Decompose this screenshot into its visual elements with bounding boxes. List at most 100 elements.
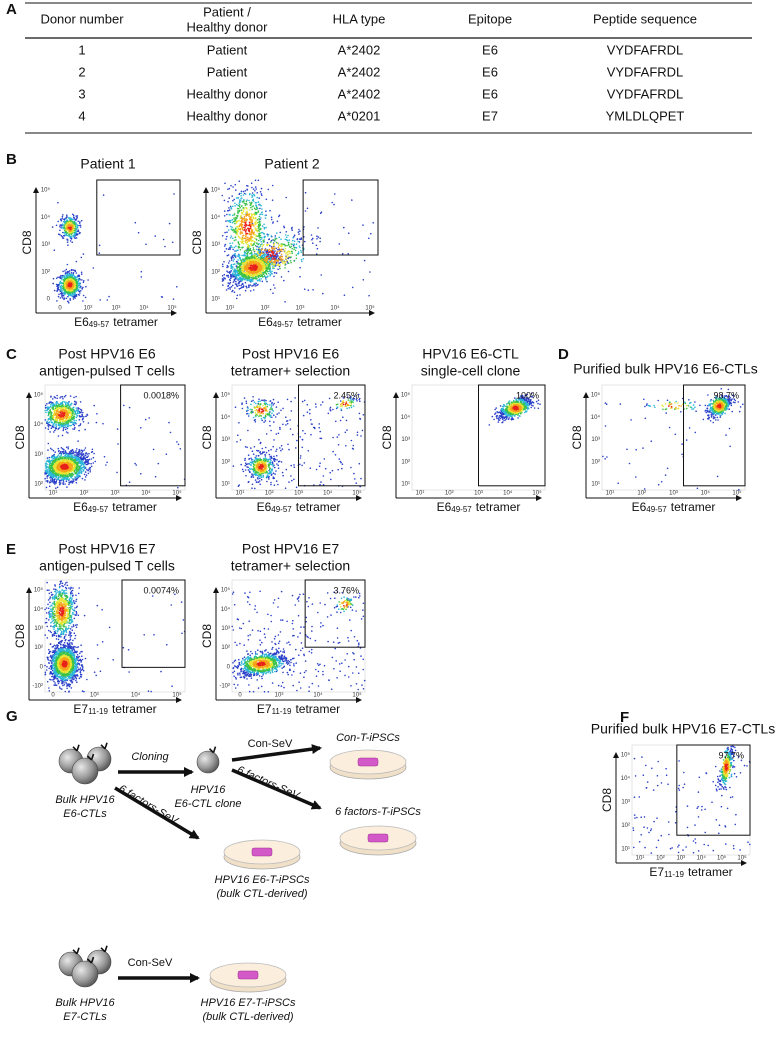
event-dot bbox=[252, 289, 255, 291]
event-dot bbox=[244, 227, 246, 229]
event-dot bbox=[76, 448, 78, 450]
event-dot bbox=[66, 284, 68, 286]
event-dot bbox=[233, 291, 236, 294]
table-cell: 4 bbox=[78, 108, 85, 123]
event-dot bbox=[239, 268, 242, 271]
event-dot bbox=[287, 241, 290, 244]
event-dot bbox=[59, 225, 61, 228]
event-dot bbox=[62, 270, 64, 273]
event-dot bbox=[297, 251, 300, 253]
event-dot bbox=[65, 218, 67, 220]
event-dot bbox=[235, 297, 238, 300]
event-dot bbox=[49, 424, 52, 427]
event-dot bbox=[249, 201, 251, 204]
event-dot bbox=[249, 227, 252, 230]
event-dot bbox=[235, 245, 237, 247]
event-dot bbox=[72, 480, 75, 483]
event-dot bbox=[270, 254, 272, 257]
event-dot bbox=[263, 233, 266, 235]
event-dot bbox=[230, 259, 233, 261]
event-dot bbox=[44, 419, 47, 421]
event-dot bbox=[232, 214, 234, 217]
event-dot bbox=[246, 208, 248, 210]
event-dot bbox=[245, 285, 247, 288]
event-dot bbox=[248, 232, 251, 235]
event-dot bbox=[50, 403, 52, 406]
event-dot bbox=[258, 232, 260, 235]
event-dot bbox=[293, 246, 296, 249]
event-dot bbox=[98, 252, 101, 254]
event-dot bbox=[239, 228, 242, 231]
event-dot bbox=[362, 224, 364, 226]
event-dot bbox=[242, 194, 245, 196]
event-dot bbox=[242, 278, 245, 280]
event-dot bbox=[237, 235, 240, 237]
event-dot bbox=[242, 240, 244, 242]
event-dot bbox=[236, 262, 238, 265]
event-dot bbox=[75, 419, 77, 422]
event-dot bbox=[260, 240, 263, 243]
event-dot bbox=[278, 256, 281, 259]
event-dot bbox=[46, 479, 49, 482]
event-dot bbox=[235, 203, 238, 206]
event-dot bbox=[45, 411, 47, 414]
x-label-rest: tetramer bbox=[297, 315, 342, 329]
event-dot bbox=[281, 255, 284, 258]
event-dot bbox=[246, 252, 249, 254]
event-dot bbox=[73, 396, 75, 399]
event-dot bbox=[258, 279, 261, 282]
event-dot bbox=[48, 485, 51, 488]
event-dot bbox=[61, 224, 63, 227]
event-dot bbox=[246, 227, 249, 230]
event-dot bbox=[161, 296, 164, 298]
event-dot bbox=[286, 251, 288, 254]
event-dot bbox=[85, 415, 87, 418]
event-dot bbox=[65, 234, 68, 236]
event-dot bbox=[293, 243, 296, 245]
event-dot bbox=[44, 404, 47, 407]
event-dot bbox=[283, 243, 285, 246]
event-dot bbox=[44, 477, 46, 480]
event-dot bbox=[59, 229, 61, 232]
event-dot bbox=[52, 398, 54, 400]
event-dot bbox=[66, 427, 69, 430]
event-dot bbox=[57, 220, 59, 223]
column-header: Epitope bbox=[468, 11, 512, 26]
event-dot bbox=[235, 285, 238, 287]
event-dot bbox=[298, 228, 300, 231]
event-dot bbox=[227, 188, 229, 191]
event-dot bbox=[285, 258, 287, 260]
event-dot bbox=[261, 208, 263, 210]
event-dot bbox=[59, 233, 61, 236]
event-dot bbox=[78, 454, 80, 457]
event-dot bbox=[234, 202, 236, 205]
event-dot bbox=[70, 294, 72, 297]
event-dot bbox=[221, 275, 224, 277]
event-dot bbox=[71, 241, 73, 243]
event-dot bbox=[64, 270, 66, 272]
event-dot bbox=[224, 182, 226, 185]
event-dot bbox=[96, 413, 98, 415]
event-dot bbox=[243, 199, 245, 201]
event-dot bbox=[242, 201, 245, 203]
event-dot bbox=[236, 271, 239, 273]
event-dot bbox=[285, 252, 287, 255]
event-dot bbox=[261, 258, 264, 261]
event-dot bbox=[74, 218, 76, 221]
event-dot bbox=[269, 288, 272, 291]
event-dot bbox=[243, 208, 246, 210]
event-dot bbox=[251, 208, 253, 211]
event-dot bbox=[245, 249, 247, 252]
event-dot bbox=[84, 447, 87, 449]
event-dot bbox=[171, 241, 174, 244]
event-dot bbox=[259, 204, 261, 206]
column-header: HLA type bbox=[333, 11, 386, 26]
event-dot bbox=[267, 233, 270, 236]
event-dot bbox=[260, 272, 263, 274]
event-dot bbox=[266, 252, 268, 254]
table-cell: VYDFAFRDL bbox=[607, 42, 684, 57]
event-dot bbox=[67, 244, 69, 246]
event-dot bbox=[90, 462, 92, 465]
event-dot bbox=[72, 222, 74, 225]
